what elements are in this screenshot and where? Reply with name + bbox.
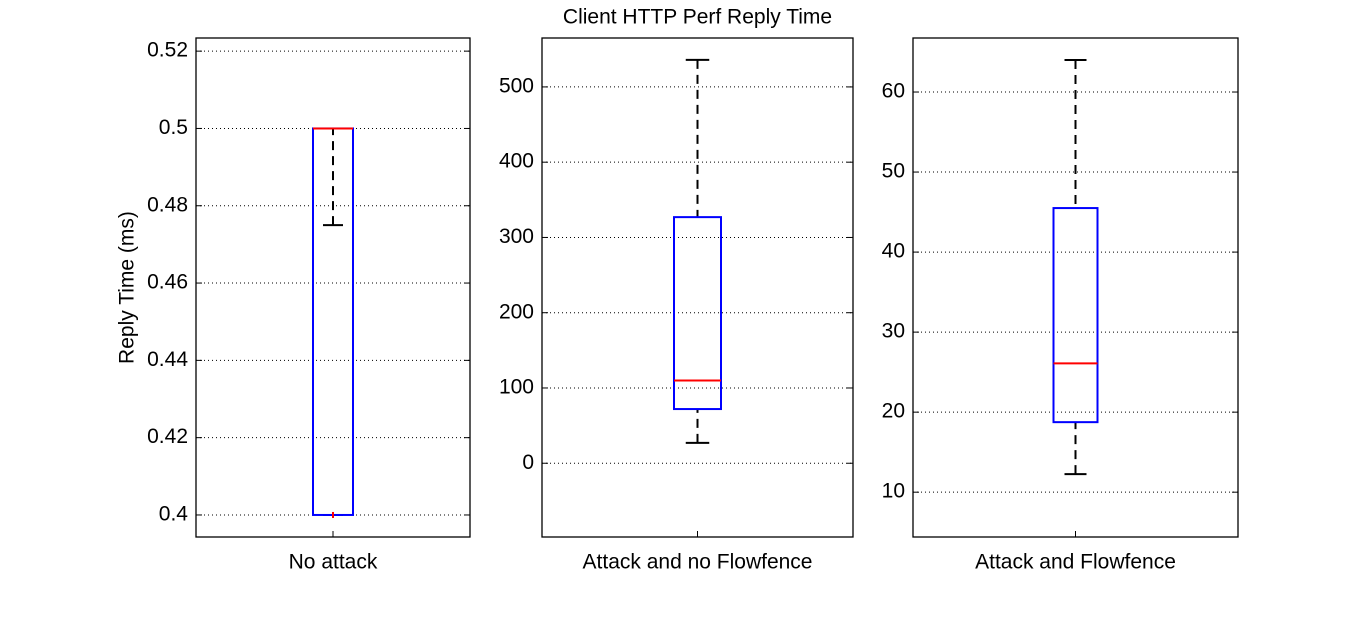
y-tick-label: 500: [499, 74, 534, 97]
x-tick-label: Attack and no Flowfence: [583, 551, 813, 574]
y-tick-label: 200: [499, 300, 534, 323]
y-tick-label: 30: [882, 320, 905, 343]
axes-frame: [195, 37, 471, 538]
chart-title: Client HTTP Perf Reply Time: [563, 6, 832, 29]
y-tick-label: 100: [499, 376, 534, 399]
y-tick-label: 0.48: [147, 193, 188, 216]
box: [1052, 207, 1099, 424]
box: [673, 216, 722, 411]
y-tick-label: 0: [522, 451, 534, 474]
y-tick-label: 0.44: [147, 348, 188, 371]
y-tick-label: 0.52: [147, 39, 188, 62]
y-tick-label: 0.42: [147, 425, 188, 448]
y-tick-label: 400: [499, 150, 534, 173]
y-axis-label: Reply Time (ms): [116, 211, 139, 364]
y-tick-label: 50: [882, 160, 905, 183]
x-tick-label: Attack and Flowfence: [975, 551, 1176, 574]
y-tick-label: 0.5: [159, 116, 188, 139]
y-tick-label: 0.4: [159, 503, 189, 526]
y-tick-label: 60: [882, 80, 905, 103]
y-tick-label: 0.46: [147, 271, 188, 294]
y-tick-label: 300: [499, 225, 534, 248]
x-tick-label: No attack: [289, 551, 378, 574]
y-tick-label: 40: [882, 240, 905, 263]
y-tick-label: 20: [882, 400, 905, 423]
y-tick-label: 10: [882, 480, 905, 503]
